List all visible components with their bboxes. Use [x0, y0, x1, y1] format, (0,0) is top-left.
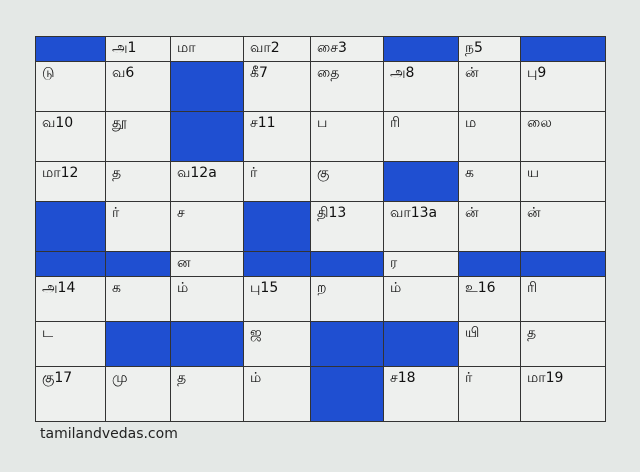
letter-cell[interactable]: வ6 — [105, 61, 171, 112]
letter-cell[interactable]: க — [105, 276, 171, 322]
blocked-cell — [105, 251, 171, 277]
letter-cell[interactable]: ன் — [458, 61, 521, 112]
letter-cell[interactable]: அ1 — [105, 36, 171, 62]
letter-cell[interactable]: த — [105, 161, 171, 202]
letter-cell[interactable]: லை — [520, 111, 606, 162]
grid-row: மா12 த வ12a ர் கு க ய — [35, 161, 606, 202]
site-credit: tamilandvedas.com — [40, 426, 178, 442]
letter-cell[interactable]: அ14 — [35, 276, 106, 322]
letter-cell[interactable]: ட — [35, 321, 106, 367]
letter-cell[interactable]: ற — [310, 276, 384, 322]
blocked-cell — [520, 251, 606, 277]
letter-cell[interactable]: த — [170, 366, 244, 422]
letter-cell[interactable]: ர் — [458, 366, 521, 422]
letter-cell[interactable]: கு — [310, 161, 384, 202]
letter-cell[interactable]: அ8 — [383, 61, 459, 112]
letter-cell[interactable]: ச — [170, 201, 244, 252]
letter-cell[interactable]: தை — [310, 61, 384, 112]
letter-cell[interactable]: ர — [383, 251, 459, 277]
letter-cell[interactable]: ர் — [243, 161, 311, 202]
letter-cell[interactable]: ச11 — [243, 111, 311, 162]
letter-cell[interactable]: ந5 — [458, 36, 521, 62]
grid-row: வ10 தூ ச11 ப ரி ம லை — [35, 111, 606, 162]
grid-row: அ1 மா வா2 சை3 ந5 — [35, 36, 606, 62]
letter-cell[interactable]: வ12a — [170, 161, 244, 202]
letter-cell[interactable]: ம் — [170, 276, 244, 322]
grid-row: கு17 மு த ம் ச18 ர் மா19 — [35, 366, 606, 422]
blocked-cell — [243, 251, 311, 277]
grid-row: டு வ6 கீ7 தை அ8 ன் பு9 — [35, 61, 606, 112]
letter-cell[interactable]: மா19 — [520, 366, 606, 422]
letter-cell[interactable]: வா2 — [243, 36, 311, 62]
letter-cell[interactable]: பு15 — [243, 276, 311, 322]
blocked-cell — [35, 201, 106, 252]
letter-cell[interactable]: ப — [310, 111, 384, 162]
letter-cell[interactable]: க — [458, 161, 521, 202]
letter-cell[interactable]: ஜ — [243, 321, 311, 367]
letter-cell[interactable]: த — [520, 321, 606, 367]
letter-cell[interactable]: ன — [170, 251, 244, 277]
grid-row: ட ஜ யி த — [35, 321, 606, 367]
letter-cell[interactable]: யி — [458, 321, 521, 367]
blocked-cell — [383, 161, 459, 202]
letter-cell[interactable]: சை3 — [310, 36, 384, 62]
blocked-cell — [170, 61, 244, 112]
letter-cell[interactable]: ம — [458, 111, 521, 162]
letter-cell[interactable]: மு — [105, 366, 171, 422]
blocked-cell — [170, 321, 244, 367]
letter-cell[interactable]: ன் — [520, 201, 606, 252]
blocked-cell — [35, 36, 106, 62]
letter-cell[interactable]: உ16 — [458, 276, 521, 322]
letter-cell[interactable]: மா12 — [35, 161, 106, 202]
letter-cell[interactable]: ரி — [520, 276, 606, 322]
blocked-cell — [243, 201, 311, 252]
letter-cell[interactable]: பு9 — [520, 61, 606, 112]
blocked-cell — [458, 251, 521, 277]
letter-cell[interactable]: ம் — [383, 276, 459, 322]
letter-cell[interactable]: ம் — [243, 366, 311, 422]
letter-cell[interactable]: கீ7 — [243, 61, 311, 112]
blocked-cell — [520, 36, 606, 62]
blocked-cell — [310, 321, 384, 367]
grid-row: ர் ச தி13 வா13a ன் ன் — [35, 201, 606, 252]
blocked-cell — [310, 251, 384, 277]
grid-row: அ14 க ம் பு15 ற ம் உ16 ரி — [35, 276, 606, 322]
blocked-cell — [310, 366, 384, 422]
letter-cell[interactable]: வ10 — [35, 111, 106, 162]
letter-cell[interactable]: மா — [170, 36, 244, 62]
letter-cell[interactable]: வா13a — [383, 201, 459, 252]
blocked-cell — [383, 36, 459, 62]
blocked-cell — [105, 321, 171, 367]
letter-cell[interactable]: தூ — [105, 111, 171, 162]
blocked-cell — [35, 251, 106, 277]
blocked-cell — [170, 111, 244, 162]
letter-cell[interactable]: ர் — [105, 201, 171, 252]
letter-cell[interactable]: ய — [520, 161, 606, 202]
letter-cell[interactable]: ச18 — [383, 366, 459, 422]
letter-cell[interactable]: டு — [35, 61, 106, 112]
letter-cell[interactable]: கு17 — [35, 366, 106, 422]
letter-cell[interactable]: ரி — [383, 111, 459, 162]
letter-cell[interactable]: ன் — [458, 201, 521, 252]
crossword-grid: அ1 மா வா2 சை3 ந5 டு வ6 கீ7 தை அ8 ன் பு9 வ10 தூ ச11 ப ரி ம… — [35, 36, 606, 422]
blocked-cell — [383, 321, 459, 367]
letter-cell[interactable]: தி13 — [310, 201, 384, 252]
